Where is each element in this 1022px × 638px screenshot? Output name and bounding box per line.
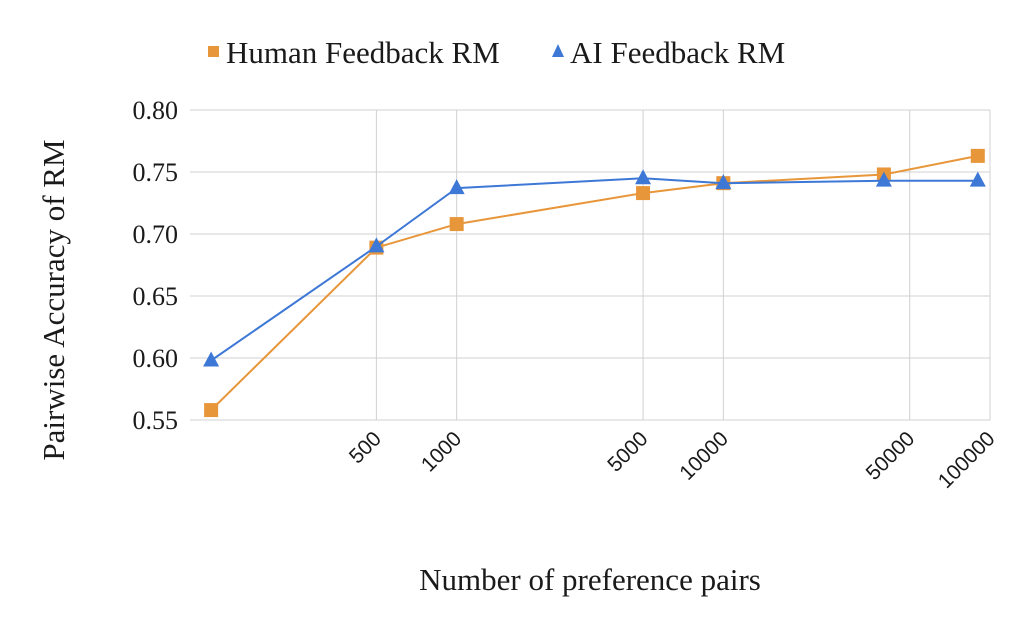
legend-label: Human Feedback RM bbox=[226, 35, 500, 70]
series-ai-feedback-rm bbox=[203, 169, 986, 367]
data-point bbox=[368, 237, 385, 253]
series-line bbox=[210, 177, 978, 362]
x-tick-label: 10000 bbox=[675, 427, 733, 485]
series-human-feedback-rm bbox=[204, 148, 985, 418]
y-tick-label: 0.75 bbox=[133, 158, 179, 187]
series-line bbox=[210, 154, 978, 411]
data-point bbox=[448, 179, 465, 195]
y-tick-label: 0.60 bbox=[133, 344, 179, 373]
x-tick-label: 50000 bbox=[862, 427, 920, 485]
data-point bbox=[635, 169, 652, 185]
data-point bbox=[970, 148, 985, 163]
x-tick-label: 5000 bbox=[603, 427, 652, 476]
y-tick-label: 0.80 bbox=[133, 96, 179, 125]
data-point bbox=[875, 171, 892, 187]
y-tick-label: 0.70 bbox=[133, 220, 179, 249]
x-axis-label: Number of preference pairs bbox=[419, 562, 761, 597]
data-point bbox=[715, 174, 732, 190]
x-tick-label: 100000 bbox=[934, 427, 1000, 493]
data-point bbox=[449, 217, 464, 232]
series-layer bbox=[203, 148, 986, 418]
legend-square-marker bbox=[208, 46, 219, 57]
legend: Human Feedback RM AI Feedback RM bbox=[208, 35, 785, 70]
y-tick-label: 0.55 bbox=[133, 406, 179, 435]
data-point bbox=[204, 403, 219, 418]
data-point bbox=[203, 351, 220, 367]
y-axis-label: Pairwise Accuracy of RM bbox=[36, 139, 71, 460]
y-tick-label: 0.65 bbox=[133, 282, 179, 311]
x-tick-label: 500 bbox=[345, 427, 386, 468]
legend-triangle-marker bbox=[552, 44, 564, 57]
x-tick-label: 1000 bbox=[417, 427, 466, 476]
legend-label: AI Feedback RM bbox=[570, 35, 785, 70]
data-point bbox=[969, 171, 986, 187]
data-point bbox=[636, 186, 651, 201]
grid bbox=[190, 109, 991, 421]
axes: Pairwise Accuracy of RM Number of prefer… bbox=[36, 96, 1000, 597]
